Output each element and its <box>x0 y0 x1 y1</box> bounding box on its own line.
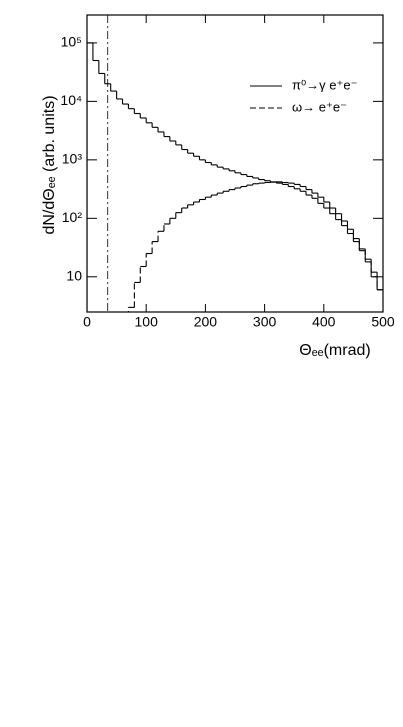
y-axis-label: dN/dΘₑₑ (arb. units) <box>41 95 58 234</box>
step-riser <box>127 181 378 312</box>
y-tick-label: 10⁵ <box>61 34 82 50</box>
plot-area <box>87 42 383 312</box>
plot-frame <box>86 14 384 313</box>
x-tick-label: 500 <box>371 314 395 330</box>
legend-label: ω→ e⁺e⁻ <box>292 99 347 114</box>
x-tick-label: 100 <box>135 314 159 330</box>
legend-label: π⁰→γ e⁺e⁻ <box>292 77 357 92</box>
x-tick-label: 400 <box>312 314 336 330</box>
x-tick-label: 200 <box>194 314 218 330</box>
y-tick-label: 10² <box>62 209 83 225</box>
y-tick-label: 10⁴ <box>60 92 82 108</box>
y-tick-label: 10 <box>66 267 82 283</box>
y-tick-label: 10³ <box>62 151 83 167</box>
x-tick-label: 300 <box>253 314 277 330</box>
x-axis-label: Θₑₑ(mrad) <box>299 342 370 359</box>
x-tick-label: 0 <box>83 314 91 330</box>
